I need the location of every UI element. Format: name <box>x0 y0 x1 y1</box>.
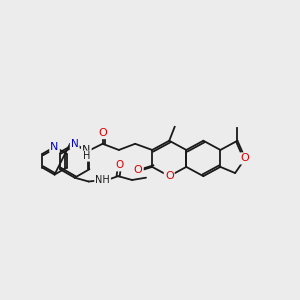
Text: O: O <box>134 165 142 175</box>
Text: O: O <box>98 128 107 138</box>
Text: N: N <box>71 139 79 149</box>
Text: O: O <box>241 153 250 164</box>
Text: H: H <box>83 151 91 161</box>
Text: O: O <box>116 160 124 170</box>
Text: NH: NH <box>95 175 110 185</box>
Text: N: N <box>50 142 59 152</box>
Text: O: O <box>165 171 174 181</box>
Text: N: N <box>82 145 91 155</box>
